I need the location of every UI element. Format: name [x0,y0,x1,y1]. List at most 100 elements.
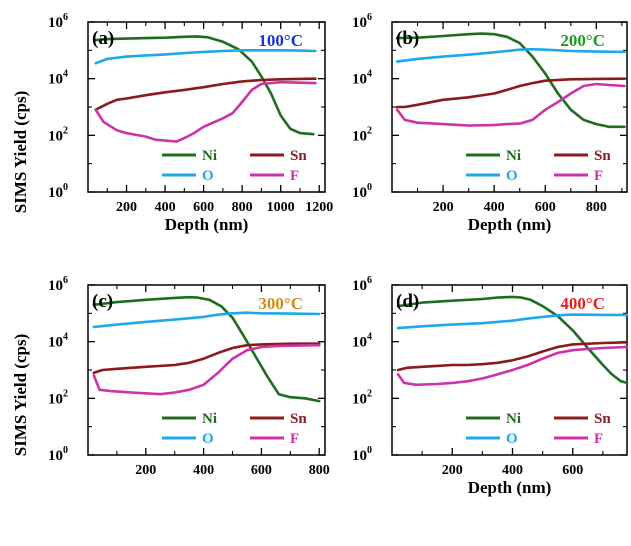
y-tick-exponent: 2 [63,388,68,399]
y-tick-exponent: 0 [63,445,68,456]
y-tick-label: 100 [48,445,68,464]
panel-2: 100 102 104 106 200 400 600 800 (c) 300°C Ni Sn O F [48,275,330,478]
series-line-f [396,345,629,387]
y-tick-label: 102 [48,125,68,144]
legend-label-o: O [202,431,214,447]
x-tick-label: 1000 [267,200,295,215]
legend-label-sn: Sn [290,148,307,164]
legend-label-ni: Ni [202,148,217,164]
y-axis-title-top-group: SIMS Yield (cps) [11,91,30,213]
y-tick-label: 100 [48,182,68,201]
y-tick-exponent: 6 [367,275,372,286]
y-tick-exponent: 4 [367,69,372,80]
series-line-ni [94,35,315,136]
y-tick-label: 104 [352,332,372,351]
legend-label-o: O [506,168,518,184]
y-tick-label: 106 [352,12,372,31]
panel-3: 100 102 104 106 200 400 600 Depth (nm) (d) 400°C N… [352,275,629,497]
temperature-label: 300°C [258,294,303,313]
y-tick-label: 104 [352,69,372,88]
legend-label-ni: Ni [506,411,521,427]
series-line-o [395,47,626,63]
x-tick-label: 600 [562,463,583,478]
x-axis-title: Depth (nm) [468,478,552,497]
series-line-sn [396,340,629,372]
x-tick-label: 200 [116,200,137,215]
legend-label-sn: Sn [290,411,307,427]
x-tick-label: 800 [309,463,330,478]
y-tick-exponent: 0 [367,445,372,456]
temperature-label: 200°C [560,31,605,50]
panel-label: (d) [396,291,419,312]
legend-label-ni: Ni [506,148,521,164]
x-tick-label: 400 [502,463,523,478]
series-line-ni [396,295,629,385]
legend-label-f: F [290,168,299,184]
legend-label-o: O [506,431,518,447]
x-tick-label: 200 [433,200,454,215]
y-tick-exponent: 0 [367,182,372,193]
x-tick-label: 600 [193,200,214,215]
y-tick-label: 102 [352,125,372,144]
y-tick-exponent: 2 [367,388,372,399]
x-tick-label: 600 [251,463,272,478]
x-tick-label: 800 [586,200,607,215]
series-line-o [396,313,629,330]
legend-label-sn: Sn [594,148,611,164]
legend-label-f: F [594,168,603,184]
y-tick-exponent: 6 [63,12,68,23]
temperature-label: 400°C [560,294,605,313]
y-axis-title-bottom: SIMS Yield (cps) [11,334,30,456]
legend-label-sn: Sn [594,411,611,427]
y-tick-label: 102 [48,388,68,407]
y-tick-label: 106 [48,275,68,294]
x-tick-label: 600 [535,200,556,215]
y-tick-exponent: 6 [63,275,68,286]
y-tick-exponent: 6 [367,12,372,23]
y-tick-label: 106 [48,12,68,31]
x-tick-label: 400 [484,200,505,215]
y-tick-label: 100 [352,445,372,464]
y-tick-label: 104 [48,69,68,88]
series-line-sn [92,342,321,375]
x-axis-title: Depth (nm) [165,215,249,234]
y-tick-exponent: 4 [63,332,68,343]
legend-label-f: F [290,431,299,447]
y-tick-exponent: 0 [63,182,68,193]
y-axis-title-bottom-group: SIMS Yield (cps) [11,334,30,456]
temperature-label: 100°C [258,31,303,50]
panel-1: 100 102 104 106 200 400 600 800 Depth (nm) (b) 200… [352,12,628,234]
series-line-ni [92,295,321,403]
legend-label-o: O [202,168,214,184]
x-tick-label: 400 [155,200,176,215]
panel-label: (c) [92,291,113,312]
y-tick-exponent: 2 [367,125,372,136]
series-line-o [94,48,317,65]
x-tick-label: 1200 [305,200,333,215]
y-tick-label: 100 [352,182,372,201]
panel-0: 100 102 104 106 200 400 600 800 1000 1200 Depth (n… [48,12,333,234]
series-line-f [92,343,321,396]
x-axis-title: Depth (nm) [468,215,552,234]
x-tick-label: 800 [232,200,253,215]
y-tick-exponent: 2 [63,125,68,136]
panel-label: (b) [396,28,419,49]
series-line-sn [395,77,626,109]
legend-label-ni: Ni [202,411,217,427]
y-tick-label: 102 [352,388,372,407]
y-tick-label: 104 [48,332,68,351]
y-tick-exponent: 4 [367,332,372,343]
y-tick-exponent: 4 [63,69,68,80]
panel-label: (a) [92,28,114,49]
series-line-o [92,311,321,329]
series-line-sn [94,77,317,111]
series-line-f [395,82,626,127]
legend-label-f: F [594,431,603,447]
series-line-f [94,80,317,143]
x-tick-label: 200 [442,463,463,478]
y-axis-title-top: SIMS Yield (cps) [11,91,30,213]
x-tick-label: 200 [135,463,156,478]
x-tick-label: 400 [193,463,214,478]
